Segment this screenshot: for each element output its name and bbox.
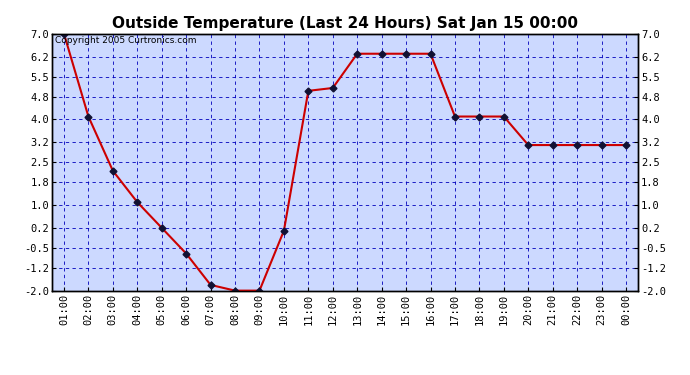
Text: Copyright 2005 Curtronics.com: Copyright 2005 Curtronics.com [55, 36, 196, 45]
Title: Outside Temperature (Last 24 Hours) Sat Jan 15 00:00: Outside Temperature (Last 24 Hours) Sat … [112, 16, 578, 31]
